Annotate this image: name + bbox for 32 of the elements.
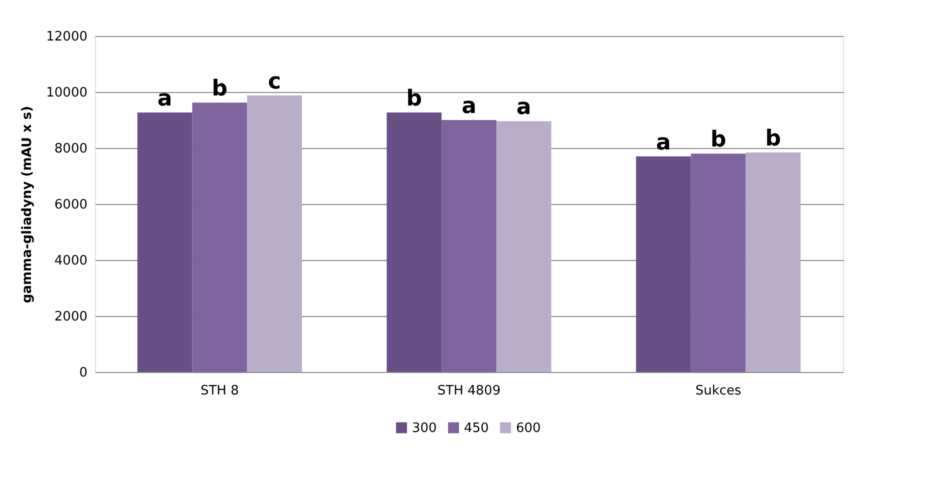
bar bbox=[247, 95, 302, 372]
y-axis-title: gamma-gliadyny (mAU x s) bbox=[20, 106, 36, 304]
y-tick-label: 12000 bbox=[46, 30, 88, 44]
data-label: b bbox=[765, 126, 782, 152]
data-label: b bbox=[212, 76, 228, 102]
y-tick-label: 4000 bbox=[54, 254, 88, 268]
bar bbox=[442, 120, 496, 372]
bar bbox=[690, 154, 746, 372]
y-tick-label: 2000 bbox=[54, 310, 88, 324]
data-label: b bbox=[406, 86, 422, 112]
legend-label: 450 bbox=[464, 420, 489, 436]
data-label: a bbox=[157, 86, 172, 112]
legend-label: 600 bbox=[516, 420, 541, 436]
bar bbox=[137, 112, 192, 372]
bar bbox=[496, 121, 552, 372]
bar bbox=[386, 112, 442, 372]
data-label: a bbox=[656, 130, 671, 156]
y-tick-label: 0 bbox=[79, 366, 88, 380]
x-tick-label: Sukces bbox=[695, 384, 742, 398]
data-label: b bbox=[710, 128, 726, 153]
y-tick-label: 10000 bbox=[46, 86, 88, 100]
bar bbox=[746, 152, 801, 372]
y-tick-label: 8000 bbox=[54, 142, 88, 156]
x-tick-label: STH 4809 bbox=[437, 384, 501, 398]
y-tick-label: 6000 bbox=[54, 198, 88, 212]
bar bbox=[192, 102, 248, 372]
data-label: a bbox=[516, 95, 532, 120]
x-tick-label: STH 8 bbox=[200, 384, 239, 398]
data-label: c bbox=[268, 69, 282, 94]
data-label: a bbox=[462, 94, 476, 119]
bar bbox=[636, 156, 691, 372]
legend-label: 300 bbox=[412, 420, 437, 436]
